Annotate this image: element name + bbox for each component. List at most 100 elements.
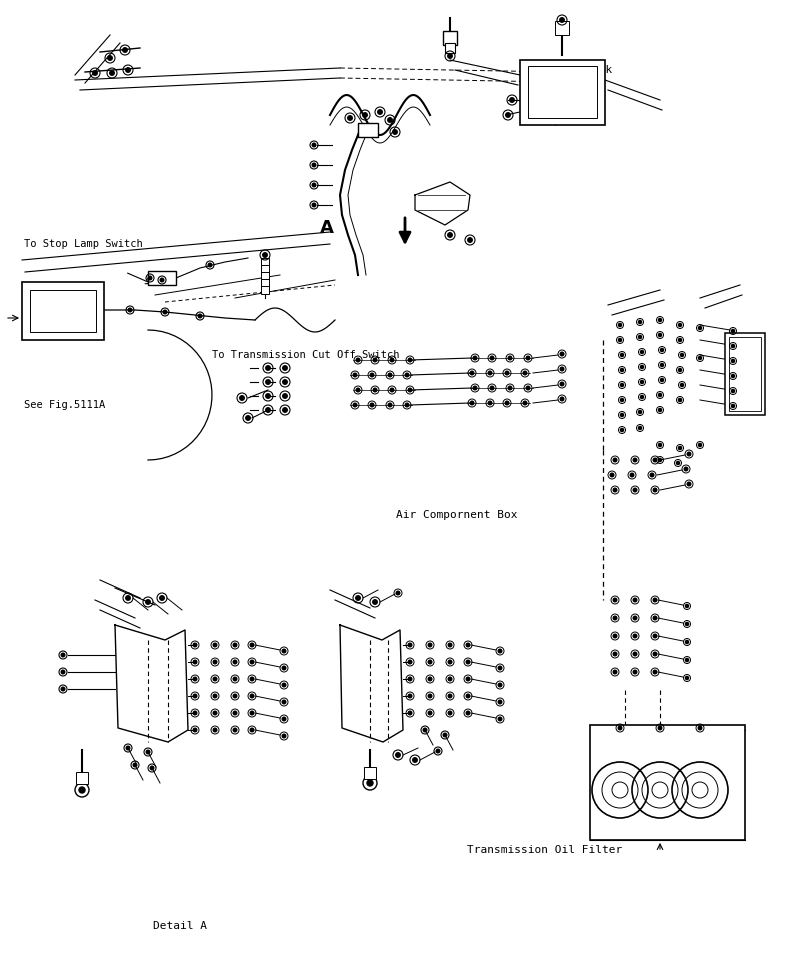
Circle shape: [396, 752, 400, 757]
Circle shape: [367, 780, 373, 786]
Circle shape: [732, 344, 735, 348]
Circle shape: [408, 677, 412, 681]
Circle shape: [466, 643, 469, 647]
Circle shape: [214, 694, 217, 698]
Circle shape: [699, 326, 702, 330]
Circle shape: [373, 358, 377, 361]
Bar: [148, 271, 176, 285]
Circle shape: [732, 404, 735, 407]
Circle shape: [378, 110, 382, 115]
Circle shape: [214, 661, 217, 663]
Bar: [590, 725, 745, 840]
Bar: [261, 272, 269, 280]
Circle shape: [250, 694, 254, 698]
Bar: [261, 286, 269, 294]
Circle shape: [613, 652, 617, 656]
Circle shape: [699, 357, 702, 359]
Circle shape: [250, 677, 254, 681]
Circle shape: [613, 458, 617, 462]
Circle shape: [233, 677, 237, 681]
Bar: [30, 290, 96, 332]
Circle shape: [423, 728, 427, 731]
Circle shape: [61, 670, 65, 674]
Circle shape: [388, 118, 392, 122]
Circle shape: [283, 394, 287, 399]
Circle shape: [428, 711, 432, 715]
Circle shape: [466, 677, 469, 681]
Circle shape: [685, 677, 688, 680]
Circle shape: [659, 444, 662, 446]
Circle shape: [436, 750, 440, 752]
Circle shape: [641, 365, 644, 369]
Circle shape: [620, 413, 623, 417]
Circle shape: [490, 357, 494, 359]
Circle shape: [428, 661, 432, 663]
Circle shape: [233, 728, 237, 731]
Circle shape: [681, 383, 684, 386]
Circle shape: [448, 694, 452, 698]
Circle shape: [239, 396, 244, 401]
Circle shape: [560, 18, 564, 22]
Circle shape: [681, 354, 684, 357]
Text: Detail A: Detail A: [153, 922, 207, 931]
Circle shape: [653, 617, 657, 619]
Circle shape: [146, 599, 150, 604]
Circle shape: [405, 403, 409, 407]
Circle shape: [678, 399, 681, 402]
Circle shape: [61, 653, 65, 657]
Circle shape: [470, 402, 474, 404]
Circle shape: [126, 747, 130, 750]
Circle shape: [659, 459, 662, 462]
Circle shape: [282, 717, 286, 721]
Circle shape: [214, 643, 217, 647]
Circle shape: [312, 163, 316, 166]
Circle shape: [250, 643, 254, 647]
Circle shape: [122, 48, 127, 53]
Bar: [555, 21, 569, 35]
Circle shape: [447, 54, 452, 58]
Circle shape: [282, 684, 286, 686]
Text: To Stop Lamp Switch: To Stop Lamp Switch: [24, 239, 142, 249]
Circle shape: [498, 649, 502, 653]
Circle shape: [283, 366, 287, 370]
Circle shape: [413, 758, 418, 762]
Circle shape: [250, 728, 254, 731]
Circle shape: [408, 643, 412, 647]
Circle shape: [732, 359, 735, 362]
Circle shape: [126, 596, 130, 600]
Circle shape: [160, 596, 164, 600]
Circle shape: [685, 622, 688, 625]
Circle shape: [619, 727, 622, 729]
Circle shape: [79, 787, 85, 793]
Circle shape: [633, 670, 637, 674]
Circle shape: [488, 371, 491, 375]
Circle shape: [193, 694, 197, 698]
Circle shape: [466, 694, 469, 698]
Circle shape: [193, 643, 197, 647]
Circle shape: [653, 458, 657, 462]
Circle shape: [353, 403, 357, 407]
Circle shape: [266, 408, 270, 412]
Circle shape: [638, 320, 641, 323]
Bar: [445, 43, 455, 53]
Circle shape: [371, 373, 374, 377]
Circle shape: [396, 591, 400, 595]
Circle shape: [408, 694, 412, 698]
Circle shape: [160, 278, 164, 282]
Circle shape: [685, 467, 688, 470]
Circle shape: [312, 204, 316, 206]
Circle shape: [653, 634, 657, 638]
Circle shape: [408, 388, 412, 392]
Bar: [261, 279, 269, 287]
Circle shape: [498, 666, 502, 670]
Circle shape: [653, 598, 657, 601]
Text: A: A: [320, 219, 334, 237]
Bar: [725, 333, 765, 415]
Circle shape: [61, 687, 65, 691]
Circle shape: [448, 677, 452, 681]
Circle shape: [506, 402, 509, 404]
Circle shape: [641, 396, 644, 399]
Circle shape: [246, 416, 250, 421]
Bar: [76, 772, 88, 784]
Circle shape: [613, 670, 617, 674]
